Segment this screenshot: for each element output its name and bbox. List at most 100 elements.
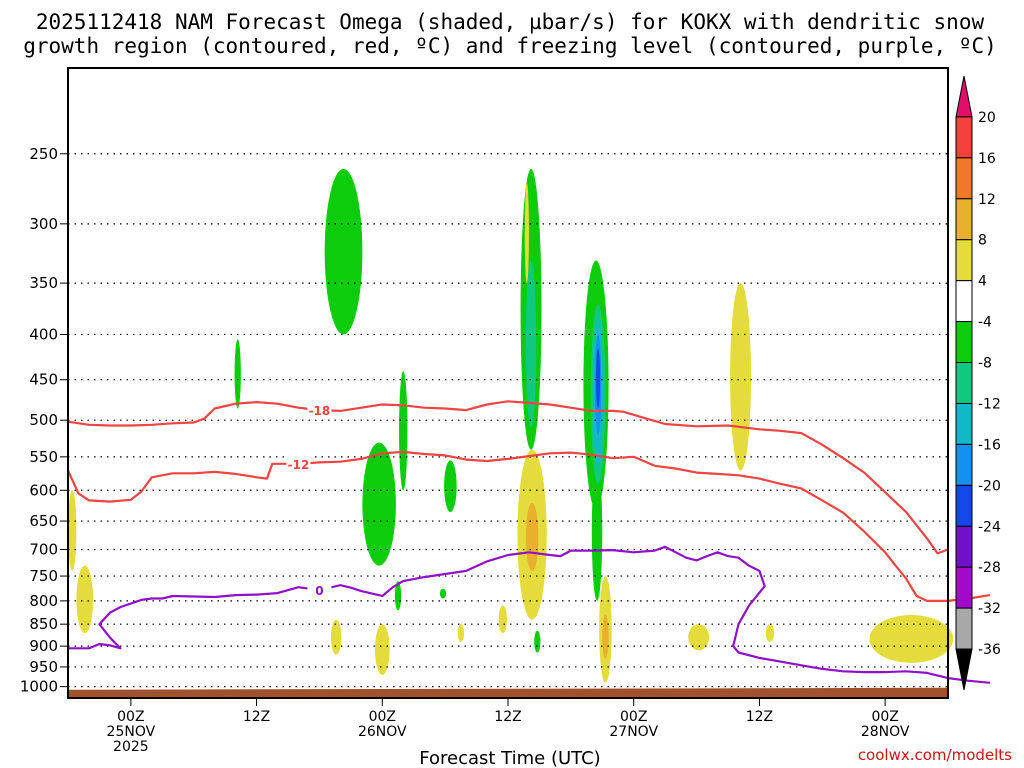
omega-region-4 bbox=[498, 605, 507, 634]
y-tick-label: 500 bbox=[29, 411, 58, 429]
omega-region-neg8 bbox=[534, 630, 541, 653]
colorbar-arrow-top bbox=[955, 75, 973, 118]
colorbar-label: 12 bbox=[978, 192, 996, 208]
contour-label-bg bbox=[286, 455, 311, 471]
x-tick-label: 00Z bbox=[620, 709, 647, 725]
x-tick-label: 25NOV bbox=[107, 724, 156, 740]
x-tick-label: 00Z bbox=[369, 709, 396, 725]
x-tick-label: 12Z bbox=[243, 709, 270, 725]
colorbar-label: 20 bbox=[978, 110, 996, 126]
omega-region-4 bbox=[869, 615, 954, 663]
contour-minus18 bbox=[67, 400, 949, 555]
omega-region-4 bbox=[730, 283, 752, 471]
omega-region-8 bbox=[602, 615, 609, 659]
x-tick-label: 12Z bbox=[746, 709, 773, 725]
colorbar-label: -24 bbox=[978, 519, 1001, 535]
surface-ground bbox=[68, 687, 948, 698]
x-tick-label: 00Z bbox=[871, 709, 898, 725]
colorbar-swatch bbox=[955, 280, 973, 323]
omega-region-neg12 bbox=[525, 260, 537, 428]
colorbar-label: 8 bbox=[978, 233, 987, 249]
colorbar-swatch bbox=[955, 239, 973, 282]
colorbar-label: 4 bbox=[978, 274, 987, 290]
plot-frame bbox=[67, 67, 949, 699]
colorbar-label: -32 bbox=[978, 601, 1001, 617]
colorbar-swatch bbox=[955, 443, 973, 486]
y-tick-label: 250 bbox=[29, 145, 58, 163]
omega-region-neg8 bbox=[439, 588, 447, 599]
y-tick-label: 600 bbox=[29, 481, 58, 499]
contour-lines: -18 -12 0 bbox=[67, 400, 991, 684]
colorbar-swatch bbox=[955, 566, 973, 609]
y-tick-label: 450 bbox=[29, 371, 58, 389]
colorbar-swatch bbox=[955, 362, 973, 404]
omega-region-8 bbox=[525, 502, 539, 571]
x-tick-label: 00Z bbox=[117, 709, 144, 725]
colorbar-label: -4 bbox=[978, 315, 992, 331]
omega-region-4 bbox=[765, 624, 775, 642]
source-credit: coolwx.com/modelts bbox=[858, 746, 1012, 764]
y-tick-label: 750 bbox=[29, 567, 58, 585]
omega-colorbar: 20 16 12 8 4 -4 -8 -12 -16 -20 -24 -28 -32 -36 bbox=[955, 75, 1001, 691]
x-tick-label: 26NOV bbox=[358, 724, 407, 740]
colorbar-swatch bbox=[955, 402, 973, 445]
colorbar-arrow-bottom bbox=[955, 648, 973, 691]
x-tick-label: 12Z bbox=[494, 709, 521, 725]
omega-region-neg8 bbox=[444, 460, 457, 513]
y-tick-label: 700 bbox=[29, 541, 58, 559]
omega-region-4 bbox=[524, 183, 529, 284]
colorbar-label: -16 bbox=[978, 437, 1001, 453]
y-tick-label: 900 bbox=[29, 637, 58, 655]
omega-region-neg8 bbox=[591, 463, 603, 601]
colorbar-swatch bbox=[955, 198, 973, 241]
contour-0 bbox=[68, 545, 991, 684]
colorbar-label: -28 bbox=[978, 560, 1001, 576]
chart-title-line2: growth region (contoured, red, ºC) and f… bbox=[23, 34, 997, 58]
contour-label: -18 bbox=[309, 404, 331, 418]
omega-region-4 bbox=[68, 490, 77, 571]
contour-label: 0 bbox=[315, 584, 323, 598]
x-tick-label: 27NOV bbox=[609, 724, 658, 740]
omega-shading bbox=[68, 168, 954, 683]
colorbar-label: -20 bbox=[978, 478, 1001, 494]
y-tick-label: 850 bbox=[29, 615, 58, 633]
contour-minus12 bbox=[67, 450, 991, 602]
colorbar-swatch bbox=[955, 607, 973, 650]
colorbar-swatch bbox=[955, 321, 973, 364]
y-tick-label: 800 bbox=[29, 592, 58, 610]
omega-region-4 bbox=[688, 624, 710, 651]
surface-terrain bbox=[68, 687, 948, 698]
omega-region-neg8 bbox=[234, 339, 241, 409]
colorbar-swatch bbox=[955, 116, 973, 159]
contour-label-bg bbox=[307, 582, 332, 598]
colorbar-swatch bbox=[955, 157, 973, 200]
omega-region-4 bbox=[457, 624, 464, 642]
contour-label-bg bbox=[307, 402, 332, 418]
x-axis-label: Forecast Time (UTC) bbox=[419, 748, 600, 768]
colorbar-swatch bbox=[955, 484, 973, 527]
omega-region-4 bbox=[76, 565, 94, 634]
omega-region-neg8 bbox=[362, 442, 396, 566]
colorbar-label: 16 bbox=[978, 151, 996, 167]
colorbar-label: -8 bbox=[978, 356, 992, 372]
colorbar-label: -36 bbox=[978, 642, 1001, 658]
omega-region-neg24 bbox=[596, 348, 601, 409]
colorbar-label: -12 bbox=[978, 396, 1001, 412]
omega-region-4 bbox=[330, 619, 342, 655]
chart-title-line1: 2025112418 NAM Forecast Omega (shaded, µ… bbox=[36, 10, 985, 34]
x-tick-label: 28NOV bbox=[861, 724, 910, 740]
y-tick-label: 400 bbox=[29, 325, 58, 343]
omega-region-neg8 bbox=[394, 581, 402, 611]
y-tick-label: 300 bbox=[29, 215, 58, 233]
y-tick-label: 550 bbox=[29, 448, 58, 466]
y-tick-label: 650 bbox=[29, 512, 58, 530]
pressure-axis: 250 300 350 400 450 500 550 600 650 700 750 800 850 9… bbox=[20, 145, 68, 696]
x-tick-label: 2025 bbox=[113, 739, 149, 755]
contour-label: -12 bbox=[288, 458, 310, 472]
omega-region-neg8 bbox=[324, 168, 363, 335]
colorbar-swatch bbox=[955, 525, 973, 568]
y-tick-label: 950 bbox=[29, 658, 58, 676]
omega-region-4 bbox=[374, 624, 390, 675]
